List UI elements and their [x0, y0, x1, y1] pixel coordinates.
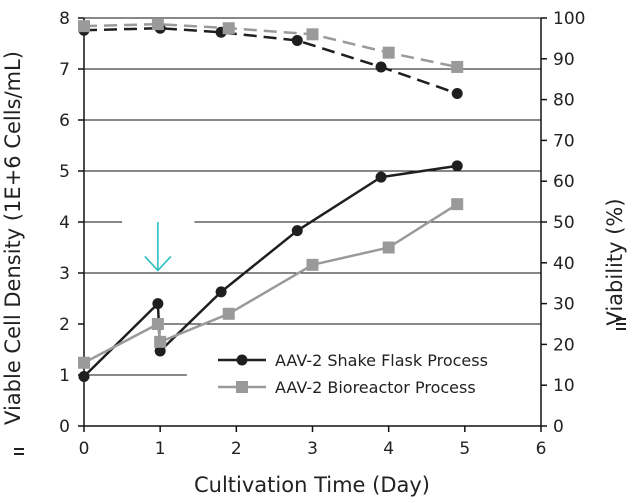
data-point	[154, 345, 166, 357]
series-0	[78, 160, 463, 383]
x-tick-label: 2	[231, 439, 242, 459]
data-point	[152, 298, 164, 310]
x-tick-label: 6	[536, 439, 547, 459]
y2-tick-label: 60	[553, 172, 575, 192]
y2-tick-label: 0	[553, 417, 564, 437]
y-axis-title: Viable Cell Density (1E+6 Cells/mL)	[1, 51, 25, 425]
y2-tick-label: 20	[553, 335, 575, 355]
gridlines	[84, 17, 541, 376]
data-point	[291, 34, 303, 46]
data-series	[78, 18, 464, 383]
legend: AAV-2 Shake Flask Process AAV-2 Bioreact…	[218, 351, 488, 397]
data-point	[451, 160, 463, 172]
series-line	[83, 164, 458, 378]
y-tick-label: 0	[59, 417, 70, 437]
x-tick-label: 0	[79, 439, 90, 459]
legend-label: AAV-2 Shake Flask Process	[275, 351, 488, 370]
data-point	[291, 225, 303, 237]
legend-item-bioreactor: AAV-2 Bioreactor Process	[218, 378, 476, 397]
data-point	[151, 18, 164, 31]
data-point	[306, 258, 319, 271]
legend-item-shake-flask: AAV-2 Shake Flask Process	[218, 351, 488, 370]
series-2	[78, 22, 463, 99]
y-tick-label: 1	[59, 366, 70, 386]
y-tick-label: 2	[59, 315, 70, 335]
series-3	[78, 18, 464, 73]
series-line	[83, 203, 458, 364]
data-point	[215, 286, 227, 298]
data-point	[154, 335, 167, 348]
y2-tick-label: 10	[553, 376, 575, 396]
data-point	[78, 371, 90, 383]
y2-tick-label: 80	[553, 91, 575, 111]
data-point	[382, 241, 395, 254]
y2-tick-label: 90	[553, 50, 575, 70]
data-point	[151, 318, 164, 330]
y2-tick-label: 100	[553, 9, 585, 29]
y2-axis-title-marker	[616, 318, 626, 330]
data-point	[78, 20, 90, 33]
data-point	[451, 87, 463, 99]
y-tick-label: 5	[59, 162, 70, 182]
data-point	[375, 171, 387, 183]
arrow-head	[144, 255, 172, 272]
data-point	[451, 60, 464, 73]
y2-tick-label: 30	[553, 295, 575, 315]
data-point	[375, 61, 387, 73]
y2-axis-title: Viability (%)	[603, 198, 627, 325]
legend-label: AAV-2 Bioreactor Process	[275, 378, 476, 397]
y-tick-label: 4	[59, 213, 70, 233]
series-1	[78, 198, 464, 369]
data-point	[382, 46, 395, 59]
legend-swatch-marker	[236, 381, 248, 393]
series-line	[83, 22, 458, 69]
data-point	[78, 356, 90, 369]
annotations	[144, 222, 172, 272]
y2-tick-label: 50	[553, 213, 575, 233]
y-tick-label: 3	[59, 264, 70, 284]
series-line	[83, 26, 458, 95]
data-point	[451, 198, 464, 211]
x-tick-label: 5	[459, 439, 470, 459]
x-axis-title: Cultivation Time (Day)	[194, 473, 430, 497]
y-tick-label: 7	[59, 60, 70, 80]
legend-swatch-marker	[236, 354, 248, 366]
data-point	[222, 22, 235, 35]
y2-tick-label: 70	[553, 131, 575, 151]
data-point	[306, 28, 319, 41]
data-point	[222, 307, 235, 320]
x-tick-label: 4	[383, 439, 394, 459]
y-axis-title-marker	[14, 448, 24, 455]
x-tick-label: 1	[155, 439, 166, 459]
x-tick-label: 3	[307, 439, 318, 459]
y2-tick-label: 40	[553, 254, 575, 274]
arrow-annotation	[144, 222, 172, 272]
y-tick-label: 6	[59, 111, 70, 131]
y-tick-label: 8	[59, 9, 70, 29]
